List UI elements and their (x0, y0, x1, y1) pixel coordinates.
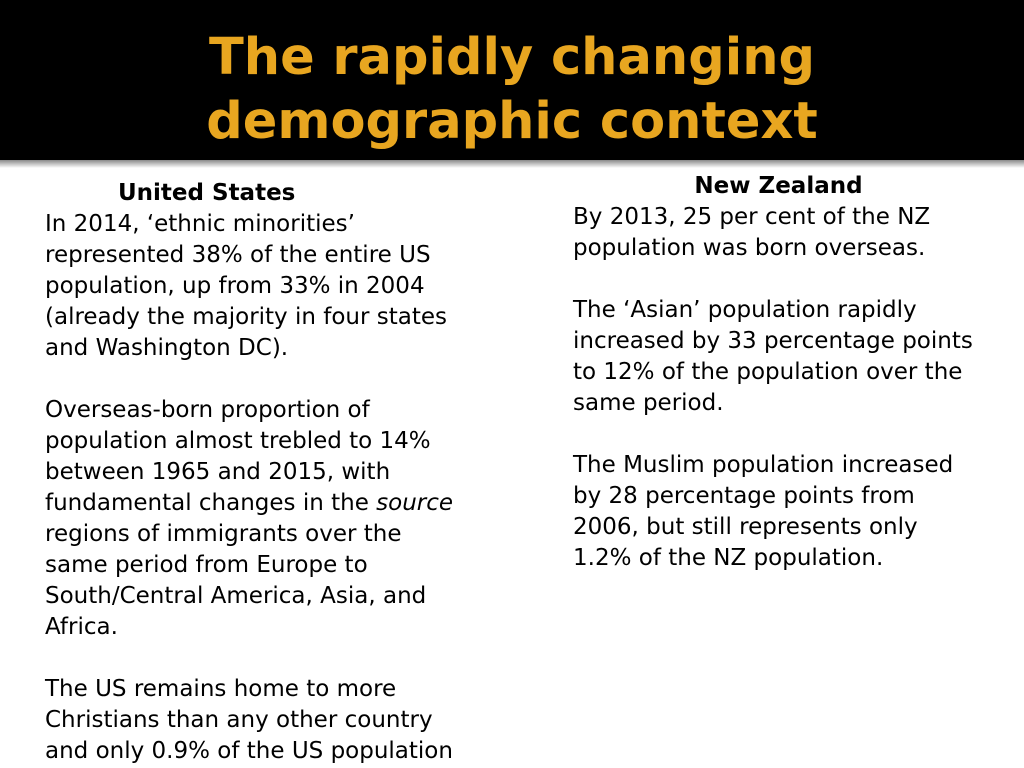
nz-overseas-born-paragraph: By 2013, 25 per cent of the NZ populatio… (573, 202, 1013, 264)
title-bar-shadow (0, 160, 1024, 168)
title-bar (0, 0, 1024, 160)
us-p3-line-1: The US remains home to more (45, 676, 397, 702)
us-p1-line-3: population, up from 33% in 2004 (45, 273, 425, 299)
nz-muslim-population-paragraph: The Muslim population increased by 28 pe… (573, 450, 1013, 574)
united-states-column: United States In 2014, ‘ethnic minoritie… (45, 178, 485, 768)
slide-title: The rapidly changing demographic context (0, 26, 1024, 154)
nz-p3-line-1: The Muslim population increased (573, 452, 954, 478)
nz-p2-line-4: same period. (573, 390, 724, 416)
us-p2-line-3: between 1965 and 2015, with (45, 459, 391, 485)
nz-p2-line-2: increased by 33 percentage points (573, 328, 973, 354)
slide-title-line-1: The rapidly changing (208, 28, 816, 87)
us-p1-line-2: represented 38% of the entire US (45, 242, 431, 268)
us-p1-line-1: In 2014, ‘ethnic minorities’ (45, 211, 355, 237)
nz-p3-line-3: 2006, but still represents only (573, 514, 918, 540)
us-p1-line-4: (already the majority in four states (45, 304, 448, 330)
us-overseas-born-paragraph: Overseas-born proportion of population a… (45, 395, 485, 643)
us-p3-line-3: and only 0.9% of the US population (45, 738, 453, 764)
us-p2-line-1: Overseas-born proportion of (45, 397, 370, 423)
us-p2-line-4-text: fundamental changes in the (45, 490, 377, 516)
us-p2-line-2: population almost trebled to 14% (45, 428, 431, 454)
us-p2-line-6: same period from Europe to (45, 552, 368, 578)
us-p3-line-2: Christians than any other country (45, 707, 433, 733)
nz-p3-line-2: by 28 percentage points from (573, 483, 915, 509)
nz-asian-population-paragraph: The ‘Asian’ population rapidly increased… (573, 295, 1013, 419)
united-states-heading: United States (118, 180, 296, 206)
slide-title-line-2: demographic context (206, 92, 818, 151)
us-religion-paragraph: The US remains home to more Christians t… (45, 674, 485, 767)
us-minorities-paragraph: In 2014, ‘ethnic minorities’ represented… (45, 209, 485, 364)
us-p1-line-5: and Washington DC). (45, 335, 289, 361)
us-p2-line-5: regions of immigrants over the (45, 521, 402, 547)
new-zealand-column: New Zealand By 2013, 25 per cent of the … (573, 171, 1013, 605)
nz-p3-line-4: 1.2% of the NZ population. (573, 545, 884, 571)
nz-p1-line-1: By 2013, 25 per cent of the NZ (573, 204, 931, 230)
us-p2-line-4: fundamental changes in the source (45, 488, 485, 519)
nz-p1-line-2: population was born overseas. (573, 235, 926, 261)
us-p2-line-7: South/Central America, Asia, and (45, 583, 427, 609)
us-p2-line-8: Africa. (45, 614, 118, 640)
nz-p2-line-1: The ‘Asian’ population rapidly (573, 297, 917, 323)
new-zealand-heading: New Zealand (694, 173, 863, 199)
us-p2-source-emphasis: source (376, 490, 454, 516)
nz-p2-line-3: to 12% of the population over the (573, 359, 963, 385)
